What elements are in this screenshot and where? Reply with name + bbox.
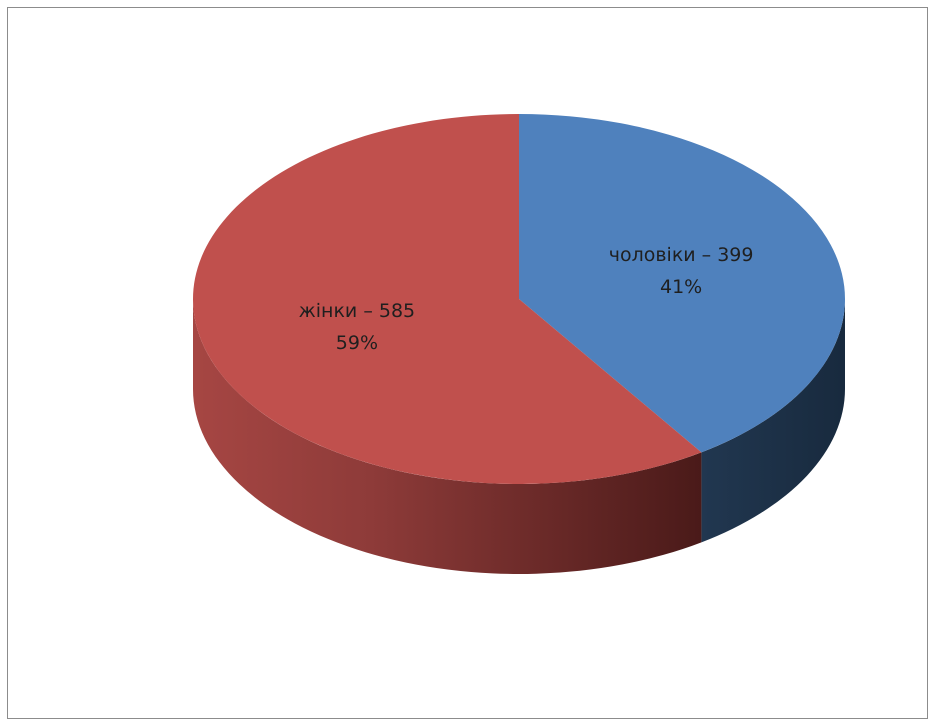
pie-slice-0 bbox=[519, 114, 845, 453]
pie-side-1 bbox=[192, 299, 702, 574]
pie-labels: чоловіки – 399 41% жінки – 585 59% bbox=[299, 244, 754, 354]
chart-frame: чоловіки – 399 41% жінки – 585 59% bbox=[7, 7, 928, 719]
pie-chart: чоловіки – 399 41% жінки – 585 59% bbox=[192, 114, 845, 574]
pie-side-0 bbox=[701, 299, 845, 543]
slice-percent-1: 59% bbox=[336, 332, 378, 354]
slice-label-1: жінки – 585 bbox=[299, 300, 416, 322]
slice-percent-0: 41% bbox=[660, 276, 702, 298]
pie-slice-1 bbox=[193, 114, 702, 485]
slice-label-0: чоловіки – 399 bbox=[609, 244, 754, 266]
pie-tops bbox=[193, 114, 845, 485]
pie-sides bbox=[192, 299, 845, 574]
